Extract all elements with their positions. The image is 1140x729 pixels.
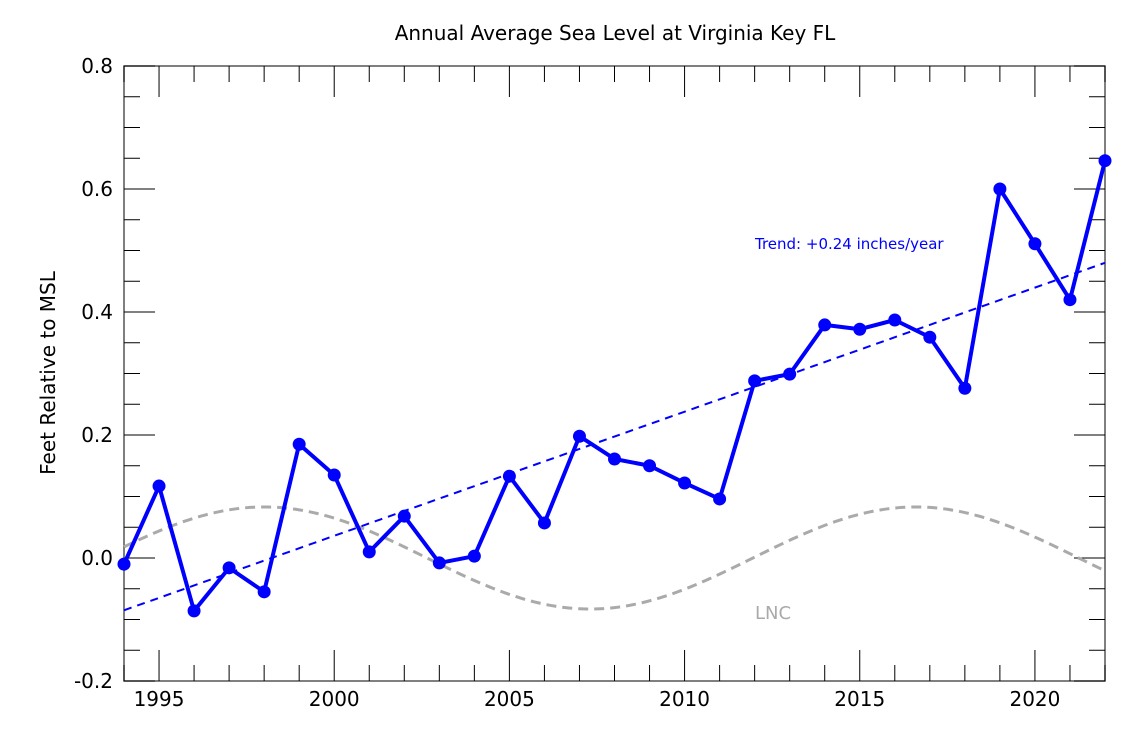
data-point: [678, 476, 692, 490]
data-point: [327, 468, 341, 482]
y-axis-label: Feet Relative to MSL: [36, 270, 60, 475]
data-point: [1063, 293, 1077, 307]
data-point: [397, 509, 411, 523]
chart-title: Annual Average Sea Level at Virginia Key…: [395, 21, 836, 45]
data-point: [502, 469, 516, 483]
data-point: [1098, 154, 1112, 168]
y-tick-label: 0.4: [81, 300, 113, 324]
lnc-label: LNC: [755, 603, 791, 624]
y-tick-label: 0.8: [81, 54, 113, 78]
trend-line: [123, 261, 1106, 612]
data-point: [608, 452, 621, 466]
data-point: [853, 322, 867, 336]
data-point: [187, 604, 201, 618]
data-point: [537, 516, 551, 530]
data-point: [1028, 237, 1042, 251]
y-tick-label: 0.0: [81, 546, 113, 570]
y-tick-label: 0.2: [81, 423, 113, 447]
x-tick-label: 2000: [309, 687, 360, 711]
data-point: [432, 556, 446, 570]
data-point: [222, 561, 236, 575]
data-point: [467, 549, 481, 563]
data-point: [923, 330, 937, 344]
data-point: [572, 429, 586, 443]
x-tick-label: 2005: [484, 687, 535, 711]
data-point: [783, 367, 797, 381]
lnc-curve: [123, 505, 1106, 611]
data-point: [152, 479, 166, 493]
y-tick-label: 0.6: [81, 177, 113, 201]
data-point: [993, 182, 1007, 196]
data-point: [292, 437, 306, 451]
x-tick-label: 2015: [834, 687, 885, 711]
x-tick-label: 1995: [134, 687, 185, 711]
data-point: [748, 374, 762, 388]
sea-level-line: [122, 160, 1107, 613]
data-point: [117, 557, 131, 571]
data-point: [888, 313, 902, 327]
x-tick-label: 2010: [659, 687, 710, 711]
data-point: [643, 459, 657, 473]
trend-label: Trend: +0.24 inches/year: [754, 235, 944, 253]
data-point: [362, 545, 376, 559]
data-point: [818, 318, 832, 332]
y-tick-label: -0.2: [74, 669, 113, 693]
data-point: [713, 492, 727, 506]
data-point: [958, 381, 972, 395]
data-point: [257, 585, 271, 599]
x-tick-label: 2020: [1009, 687, 1060, 711]
plot-frame: [123, 65, 1106, 682]
